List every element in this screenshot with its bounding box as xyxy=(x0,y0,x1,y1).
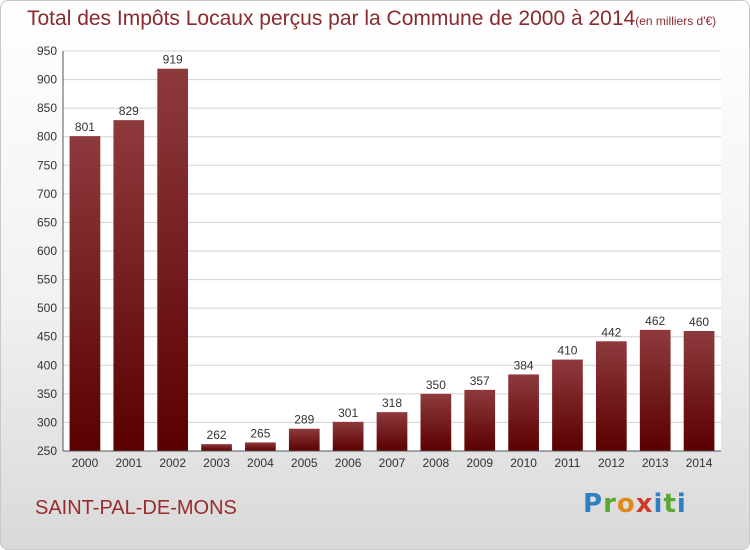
value-label-2013: 462 xyxy=(645,314,665,328)
x-tick-label-2010: 2010 xyxy=(510,456,537,470)
bar-2007 xyxy=(376,412,408,451)
y-tick-label: 500 xyxy=(37,301,57,315)
value-label-2003: 262 xyxy=(207,428,227,442)
value-label-2012: 442 xyxy=(601,325,621,339)
bar-2001 xyxy=(113,120,145,452)
x-tick-label-2000: 2000 xyxy=(72,456,99,470)
proxiti-logo: Proxiti xyxy=(583,489,687,519)
x-tick-label-2014: 2014 xyxy=(686,456,713,470)
value-label-2000: 801 xyxy=(75,120,95,134)
x-tick-label-2013: 2013 xyxy=(642,456,669,470)
x-tick-label-2008: 2008 xyxy=(423,456,450,470)
bar-2005 xyxy=(288,428,320,451)
y-tick-label: 450 xyxy=(37,330,57,344)
bar-2003 xyxy=(201,444,232,451)
y-tick-label: 650 xyxy=(37,215,57,229)
y-tick-label: 750 xyxy=(37,158,57,172)
value-label-2007: 318 xyxy=(382,396,402,410)
x-tick-label-2005: 2005 xyxy=(291,456,318,470)
x-tick-label-2006: 2006 xyxy=(335,456,362,470)
bar-2013 xyxy=(639,329,671,451)
bar-2002 xyxy=(157,68,189,451)
x-tick-label-2003: 2003 xyxy=(203,456,230,470)
bar-2004 xyxy=(245,442,276,451)
x-tick-label-2002: 2002 xyxy=(159,456,186,470)
bar-2012 xyxy=(595,341,627,451)
x-tick-label-2009: 2009 xyxy=(466,456,493,470)
value-label-2001: 829 xyxy=(119,104,139,118)
value-label-2004: 265 xyxy=(250,426,270,440)
value-label-2002: 919 xyxy=(163,53,183,67)
y-tick-label: 800 xyxy=(37,130,57,144)
y-tick-label: 550 xyxy=(37,273,57,287)
commune-name: SAINT-PAL-DE-MONS xyxy=(35,497,237,519)
axes: 250 300 350 400 450 500 550 600 650 700 750 800 850 9… xyxy=(37,44,721,470)
bar-2009 xyxy=(464,389,496,451)
y-tick-label: 600 xyxy=(37,244,57,258)
bar-2014 xyxy=(683,331,715,451)
chart-title-text: Total des Impôts Locaux perçus par la Co… xyxy=(27,7,636,30)
x-tick-label-2011: 2011 xyxy=(555,456,581,470)
bar-2010 xyxy=(508,374,539,451)
value-label-2008: 350 xyxy=(426,378,446,392)
value-label-2011: 410 xyxy=(557,344,577,358)
y-tick-label: 850 xyxy=(37,101,57,115)
y-tick-label: 900 xyxy=(37,73,57,87)
value-labels: 801 829 919 262 265 289 301 318 350 357 384 410 442 4… xyxy=(75,53,709,442)
x-tick-label-2001: 2001 xyxy=(115,456,142,470)
y-tick-label: 400 xyxy=(37,358,57,372)
bar-2000 xyxy=(69,136,101,451)
chart-title: Total des Impôts Locaux perçus par la Co… xyxy=(27,7,716,31)
bar-2011 xyxy=(552,359,583,451)
bars xyxy=(69,68,715,452)
y-tick-label: 250 xyxy=(37,444,57,458)
y-tick-label: 950 xyxy=(37,44,57,58)
value-label-2009: 357 xyxy=(470,374,490,388)
bar-2008 xyxy=(420,393,452,451)
x-tick-label-2004: 2004 xyxy=(247,456,274,470)
value-label-2010: 384 xyxy=(514,358,534,372)
x-tick-label-2007: 2007 xyxy=(379,456,406,470)
value-label-2014: 460 xyxy=(689,315,709,329)
bar-2006 xyxy=(332,421,364,451)
chart-unit: (en milliers d'€) xyxy=(635,14,717,28)
y-tick-label: 700 xyxy=(37,187,57,201)
value-label-2005: 289 xyxy=(294,413,314,427)
y-tick-label: 300 xyxy=(37,415,57,429)
value-label-2006: 301 xyxy=(338,406,358,420)
x-tick-label-2012: 2012 xyxy=(598,456,625,470)
y-tick-label: 350 xyxy=(37,387,57,401)
